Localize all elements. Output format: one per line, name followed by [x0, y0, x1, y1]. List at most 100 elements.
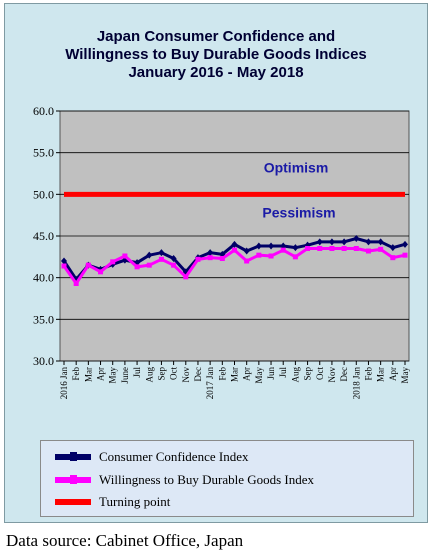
- x-tick-label: Dec: [193, 367, 203, 382]
- durable-point: [280, 247, 286, 253]
- durable-point: [329, 246, 335, 251]
- y-tick-label: 60.0: [33, 104, 54, 118]
- legend-marker-durable: [70, 475, 77, 484]
- x-tick-label: Mar: [230, 367, 240, 382]
- confidence-point: [158, 249, 165, 257]
- x-tick-label: Jul: [132, 367, 142, 378]
- durable-point: [378, 246, 384, 252]
- legend-item-confidence: Consumer Confidence Index: [55, 447, 248, 467]
- x-tick-label: May: [254, 367, 264, 384]
- y-tick-label: 35.0: [33, 312, 54, 326]
- confidence-point: [146, 251, 153, 259]
- legend-swatch-confidence: [55, 452, 91, 461]
- series-lines: [61, 191, 408, 286]
- x-tick-label: Feb: [217, 367, 227, 381]
- durable-point: [353, 246, 359, 251]
- durable-point: [256, 252, 262, 258]
- confidence-point: [255, 242, 262, 250]
- confidence-point: [365, 238, 372, 246]
- x-tick-label: Apr: [96, 367, 106, 381]
- durable-point: [317, 246, 323, 251]
- confidence-point: [341, 238, 348, 246]
- pessimism-annotation: Pessimism: [262, 205, 335, 221]
- confidence-point: [61, 257, 67, 265]
- legend-marker-confidence: [70, 452, 77, 461]
- confidence-point: [316, 238, 323, 246]
- y-tick-label: 30.0: [33, 354, 54, 368]
- x-tick-label: Feb: [71, 367, 81, 381]
- durable-point: [365, 248, 371, 254]
- legend-label-confidence: Consumer Confidence Index: [99, 449, 249, 464]
- x-axis: 2016 Jan Feb Mar Apr May June Jul Aug Sep Oct Nov D…: [59, 361, 410, 399]
- x-tick-label: Jul: [278, 367, 288, 378]
- durable-point: [171, 262, 177, 268]
- durable-point: [134, 264, 140, 270]
- x-tick-label: Dec: [339, 367, 349, 382]
- x-tick-label: Mar: [83, 367, 93, 382]
- x-tick-label: 2018 Jan: [351, 367, 361, 400]
- confidence-point: [207, 249, 214, 257]
- durable-point: [219, 256, 225, 261]
- durable-point: [244, 258, 250, 264]
- durable-point: [232, 247, 237, 253]
- y-tick-label: 55.0: [33, 146, 54, 160]
- legend-label-durable: Willingness to Buy Durable Goods Index: [99, 472, 315, 487]
- chart-title-line-1: Japan Consumer Confidence and: [96, 28, 336, 45]
- y-axis: 30.0 35.0 40.0 45.0 50.0 55.0 60.0: [33, 104, 60, 368]
- confidence-point: [219, 250, 226, 258]
- x-tick-label: Aug: [144, 367, 154, 383]
- x-tick-label: Aug: [290, 367, 300, 383]
- durable-point: [268, 253, 274, 259]
- legend-label-turning-point: Turning point: [99, 494, 171, 509]
- durable-point: [183, 274, 189, 280]
- x-tick-label: 2016 Jan: [59, 367, 69, 400]
- confidence-point: [268, 242, 275, 250]
- confidence-point: [292, 244, 299, 252]
- confidence-point: [170, 255, 177, 262]
- source-note: Data source: Cabinet Office, Japan: [6, 531, 244, 550]
- confidence-point: [377, 238, 384, 246]
- x-tick-label: June: [120, 367, 130, 384]
- x-tick-label: 2017 Jan: [205, 367, 215, 400]
- x-tick-label: Nov: [327, 367, 337, 383]
- legend-swatch-durable: [55, 475, 91, 484]
- durable-point: [292, 254, 298, 260]
- durable-point: [195, 256, 201, 262]
- line-chart: 30.035.040.045.050.055.060.0 2016 Jan Feb…: [33, 104, 410, 399]
- confidence-point: [328, 238, 335, 246]
- x-tick-label: Oct: [315, 367, 325, 380]
- x-tick-label: Apr: [388, 367, 398, 381]
- durable-point: [98, 269, 104, 275]
- legend-swatch-turning-point: [55, 499, 91, 505]
- x-tick-label: Feb: [363, 367, 373, 381]
- x-tick-label: Sep: [303, 367, 313, 381]
- y-tick-label: 40.0: [33, 271, 54, 285]
- x-tick-label: Mar: [376, 367, 386, 382]
- durable-point: [122, 253, 128, 259]
- x-tick-label: Apr: [242, 367, 252, 381]
- durable-point: [61, 263, 67, 269]
- confidence-point: [231, 240, 238, 248]
- durable-point: [207, 255, 213, 261]
- durable-point: [146, 262, 152, 268]
- legend-item-turning-point: Turning point: [55, 492, 170, 512]
- durable-point: [341, 246, 347, 251]
- durable-point: [402, 252, 408, 258]
- optimism-annotation: Optimism: [264, 160, 329, 176]
- confidence-point: [402, 240, 408, 248]
- x-tick-label: Sep: [156, 367, 166, 381]
- durable-point: [110, 259, 116, 265]
- durable-point: [85, 262, 91, 268]
- durable-point: [305, 246, 311, 251]
- x-tick-label: May: [108, 367, 118, 384]
- chart-title-line-2: Willingness to Buy Durable Goods Indices: [65, 46, 367, 63]
- x-tick-label: Jun: [266, 367, 276, 380]
- chart-legend: Consumer Confidence Index Willingness to…: [40, 440, 414, 517]
- durable-point: [73, 281, 79, 286]
- y-tick-label: 45.0: [33, 229, 54, 243]
- x-tick-label: May: [400, 367, 410, 384]
- durable-point: [158, 256, 164, 262]
- chart-title-line-3: January 2016 - May 2018: [128, 64, 304, 81]
- x-tick-label: Oct: [169, 367, 179, 380]
- confidence-point: [353, 235, 360, 242]
